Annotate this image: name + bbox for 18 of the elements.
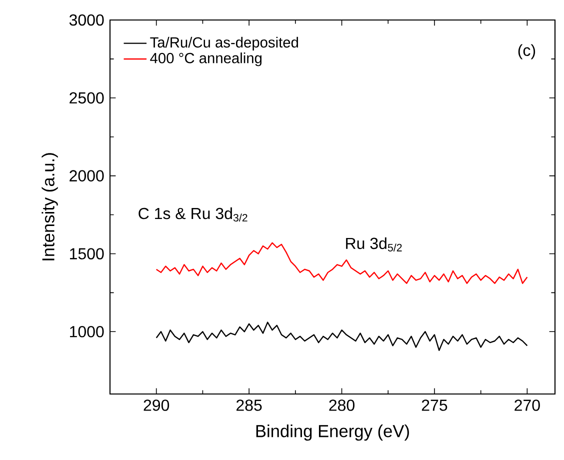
- y-tick-label: 3000: [69, 14, 104, 26]
- legend-label: 400 °C annealing: [150, 52, 262, 66]
- y-tick-label: 1500: [70, 248, 104, 260]
- y-tick-label: 2000: [70, 170, 104, 182]
- x-tick-label: 280: [329, 400, 354, 411]
- annotation: Ru 3d$_{5/2}$: [346, 237, 402, 252]
- y-tick-label: 1000: [70, 326, 104, 338]
- line-series: [156, 322, 528, 351]
- x-axis-title: Binding Energy (eV): [256, 424, 409, 441]
- x-tick-label: 275: [422, 400, 448, 411]
- y-tick-label: 2500: [70, 92, 104, 104]
- x-tick-label: 285: [236, 400, 262, 411]
- legend-label: Ta/Ru/Cu as-deposited: [150, 36, 298, 50]
- annotation: (c): [518, 44, 536, 60]
- x-tick-label: 270: [514, 400, 540, 411]
- x-tick-label: 290: [144, 400, 170, 411]
- annotation: C 1s & Ru 3d$_{3/2}$: [138, 207, 248, 222]
- y-axis-title: Intensity (a.u.): [42, 153, 58, 260]
